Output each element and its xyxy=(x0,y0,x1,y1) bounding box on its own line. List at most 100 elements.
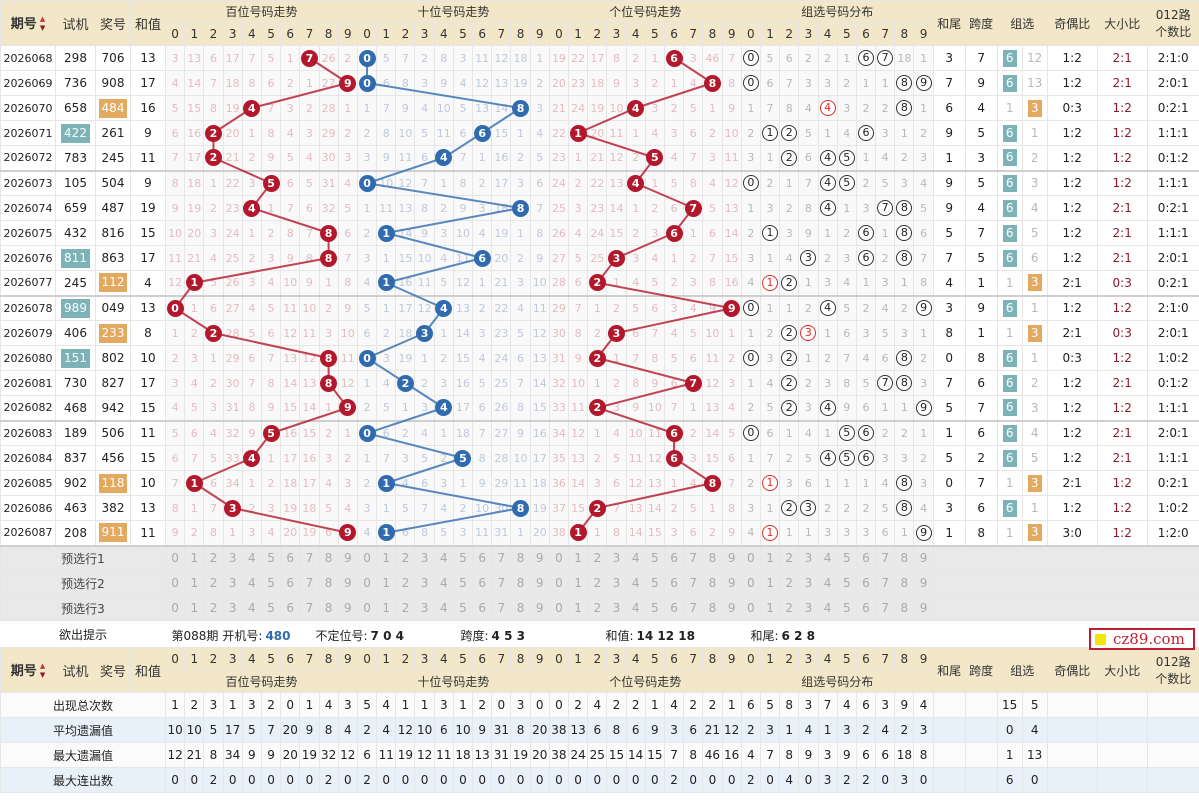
preselect-digit[interactable]: 4 xyxy=(625,595,646,621)
preselect-digit[interactable]: 9 xyxy=(337,570,358,596)
preselect-digit[interactable]: 4 xyxy=(625,545,646,571)
preselect-digit[interactable]: 7 xyxy=(875,545,896,571)
preselect-digit[interactable]: 7 xyxy=(491,595,512,621)
preselect-digit[interactable]: 4 xyxy=(625,570,646,596)
preselect-digit[interactable]: 8 xyxy=(894,595,915,621)
preselect-digit[interactable]: 3 xyxy=(414,595,435,621)
preselect-digit[interactable]: 5 xyxy=(836,545,857,571)
preselect-digit[interactable]: 9 xyxy=(337,595,358,621)
preselect-digit[interactable]: 2 xyxy=(587,545,608,571)
preselect-digit[interactable]: 1 xyxy=(184,545,205,571)
preselect-digit[interactable]: 2 xyxy=(779,595,800,621)
preselect-digit[interactable]: 5 xyxy=(836,570,857,596)
preselect-digit[interactable]: 2 xyxy=(779,570,800,596)
preselect-digit[interactable]: 2 xyxy=(203,570,224,596)
preselect-digit[interactable]: 8 xyxy=(510,595,531,621)
preselect-digit[interactable]: 6 xyxy=(280,595,301,621)
preselect-digit[interactable]: 3 xyxy=(606,545,627,571)
preselect-digit[interactable]: 6 xyxy=(472,570,493,596)
preselect-digit[interactable]: 9 xyxy=(721,545,742,571)
preselect-digit[interactable]: 6 xyxy=(855,595,877,621)
preselect-digit[interactable]: 8 xyxy=(318,570,339,596)
preselect-digit[interactable]: 8 xyxy=(894,570,915,596)
preselect-digit[interactable]: 7 xyxy=(875,570,896,596)
preselect-digit[interactable]: 8 xyxy=(318,595,339,621)
preselect-digit[interactable]: 0 xyxy=(740,595,761,621)
preselect-digit[interactable]: 5 xyxy=(260,595,282,621)
preselect-digit[interactable]: 9 xyxy=(721,595,742,621)
preselect-digit[interactable]: 7 xyxy=(683,570,704,596)
preselect-digit[interactable]: 9 xyxy=(913,595,934,621)
preselect-digit[interactable]: 0 xyxy=(164,570,186,596)
preselect-digit[interactable]: 1 xyxy=(568,595,589,621)
preselect-digit[interactable]: 0 xyxy=(548,545,570,571)
preselect-digit[interactable]: 5 xyxy=(644,545,665,571)
preselect-digit[interactable]: 5 xyxy=(836,595,857,621)
preselect-digit[interactable]: 9 xyxy=(721,570,742,596)
preselect-digit[interactable]: 5 xyxy=(644,570,665,596)
preselect-digit[interactable]: 8 xyxy=(702,570,723,596)
preselect-digit[interactable]: 5 xyxy=(452,595,474,621)
preselect-digit[interactable]: 4 xyxy=(433,570,454,596)
preselect-digit[interactable]: 4 xyxy=(433,595,454,621)
preselect-digit[interactable]: 7 xyxy=(683,595,704,621)
preselect-digit[interactable]: 5 xyxy=(644,595,665,621)
preselect-digit[interactable]: 3 xyxy=(414,570,435,596)
period-header[interactable]: 期号 ▲ ▼ xyxy=(0,647,56,693)
preselect-digit[interactable]: 3 xyxy=(414,545,435,571)
preselect-digit[interactable]: 5 xyxy=(452,545,474,571)
preselect-digit[interactable]: 9 xyxy=(913,545,934,571)
preselect-digit[interactable]: 0 xyxy=(356,595,378,621)
preselect-digit[interactable]: 3 xyxy=(222,570,243,596)
preselect-digit[interactable]: 8 xyxy=(702,595,723,621)
preselect-digit[interactable]: 8 xyxy=(510,545,531,571)
preselect-digit[interactable]: 8 xyxy=(702,545,723,571)
preselect-digit[interactable]: 6 xyxy=(663,545,685,571)
preselect-digit[interactable]: 8 xyxy=(894,545,915,571)
preselect-digit[interactable]: 3 xyxy=(798,545,819,571)
preselect-digit[interactable]: 1 xyxy=(184,570,205,596)
preselect-digit[interactable]: 3 xyxy=(606,570,627,596)
preselect-digit[interactable]: 2 xyxy=(203,595,224,621)
preselect-digit[interactable]: 8 xyxy=(510,570,531,596)
preselect-digit[interactable]: 1 xyxy=(184,595,205,621)
preselect-digit[interactable]: 6 xyxy=(280,545,301,571)
preselect-digit[interactable]: 2 xyxy=(587,595,608,621)
preselect-digit[interactable]: 0 xyxy=(548,570,570,596)
preselect-digit[interactable]: 4 xyxy=(241,595,262,621)
preselect-digit[interactable]: 7 xyxy=(491,570,512,596)
preselect-digit[interactable]: 7 xyxy=(491,545,512,571)
preselect-digit[interactable]: 3 xyxy=(222,595,243,621)
preselect-digit[interactable]: 4 xyxy=(817,595,838,621)
preselect-digit[interactable]: 0 xyxy=(356,570,378,596)
preselect-digit[interactable]: 0 xyxy=(548,595,570,621)
preselect-digit[interactable]: 2 xyxy=(395,595,416,621)
preselect-digit[interactable]: 9 xyxy=(529,570,550,596)
preselect-digit[interactable]: 9 xyxy=(529,595,550,621)
preselect-digit[interactable]: 6 xyxy=(855,570,877,596)
preselect-digit[interactable]: 6 xyxy=(855,545,877,571)
preselect-digit[interactable]: 3 xyxy=(798,570,819,596)
preselect-digit[interactable]: 1 xyxy=(759,545,781,571)
preselect-digit[interactable]: 1 xyxy=(568,570,589,596)
preselect-digit[interactable]: 1 xyxy=(376,545,397,571)
preselect-digit[interactable]: 6 xyxy=(663,570,685,596)
preselect-digit[interactable]: 0 xyxy=(740,545,761,571)
preselect-digit[interactable]: 4 xyxy=(241,545,262,571)
preselect-digit[interactable]: 0 xyxy=(740,570,761,596)
preselect-digit[interactable]: 2 xyxy=(395,545,416,571)
preselect-digit[interactable]: 7 xyxy=(683,545,704,571)
preselect-digit[interactable]: 2 xyxy=(587,570,608,596)
preselect-digit[interactable]: 3 xyxy=(798,595,819,621)
preselect-digit[interactable]: 9 xyxy=(529,545,550,571)
preselect-digit[interactable]: 9 xyxy=(337,545,358,571)
preselect-digit[interactable]: 0 xyxy=(356,545,378,571)
preselect-digit[interactable]: 6 xyxy=(280,570,301,596)
preselect-digit[interactable]: 0 xyxy=(164,545,186,571)
preselect-digit[interactable]: 6 xyxy=(472,595,493,621)
preselect-digit[interactable]: 1 xyxy=(568,545,589,571)
preselect-digit[interactable]: 1 xyxy=(376,595,397,621)
preselect-digit[interactable]: 0 xyxy=(164,595,186,621)
preselect-digit[interactable]: 1 xyxy=(759,570,781,596)
preselect-digit[interactable]: 2 xyxy=(779,545,800,571)
